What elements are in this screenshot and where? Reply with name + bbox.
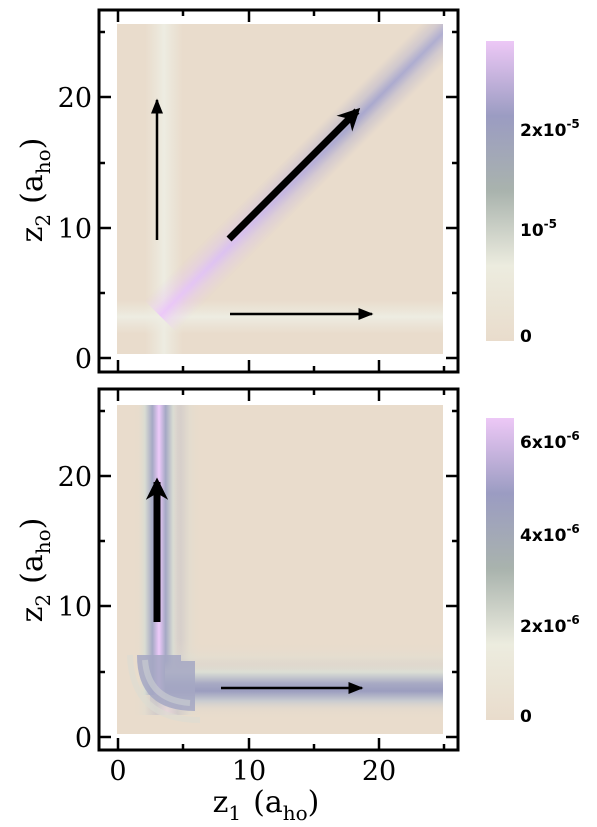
bottom-xtick-0: 0: [109, 756, 126, 787]
svg-text:z2(aho): z2(aho): [15, 138, 55, 243]
top-y-ticks: [99, 10, 458, 372]
bottom-xlabel: z1 (aho): [213, 785, 320, 825]
bottom-cb-label-6e-6: 6x10-6: [520, 429, 580, 453]
top-plot-frame: [97, 8, 460, 374]
bottom-cb-label-2e-6: 2x10-6: [520, 613, 580, 637]
bottom-ylabel: z2(aho): [15, 518, 55, 623]
top-ytick-10: 10: [58, 214, 92, 245]
svg-text:z1(aho): z1 (aho): [213, 785, 320, 825]
top-cb-label-2e-5: 2x10-5: [520, 117, 580, 141]
bottom-xtick-10: 10: [232, 756, 266, 787]
top-ylabel: z2(aho): [15, 138, 55, 243]
top-arrow-diagonal: [226, 107, 361, 242]
bottom-corner-band: [137, 655, 195, 711]
top-ytick-0: 0: [75, 344, 92, 375]
bottom-ytick-0: 0: [75, 723, 92, 754]
bottom-xtick-20: 20: [362, 756, 396, 787]
bottom-corner-outer-glow: [127, 654, 201, 723]
bottom-colorbar: [486, 418, 514, 720]
bottom-ytick-10: 10: [58, 592, 92, 623]
top-cb-label-0: 0: [520, 327, 532, 347]
top-panel: 0 10 20 z2(aho) 0 10-5 2x10-5: [15, 8, 580, 375]
bottom-corner-inner-glow: [142, 659, 191, 706]
top-cb-label-1e-5: 10-5: [520, 217, 557, 241]
bottom-ticks: [99, 389, 458, 750]
svg-text:z2(aho): z2(aho): [15, 518, 55, 623]
bottom-cb-label-0: 0: [520, 707, 532, 727]
bottom-plot-frame: [97, 387, 460, 752]
top-colorbar: [486, 41, 514, 341]
top-diagonal-band: [144, 24, 443, 332]
bottom-cb-label-4e-6: 4x10-6: [520, 522, 580, 546]
bottom-horizontal-band: [165, 661, 443, 711]
bottom-ytick-20: 20: [58, 462, 92, 493]
top-ytick-20: 20: [58, 83, 92, 114]
bottom-panel: 0 10 20 0 10 20 z2(aho) z1 (aho) 0 2x10-6…: [15, 387, 580, 825]
